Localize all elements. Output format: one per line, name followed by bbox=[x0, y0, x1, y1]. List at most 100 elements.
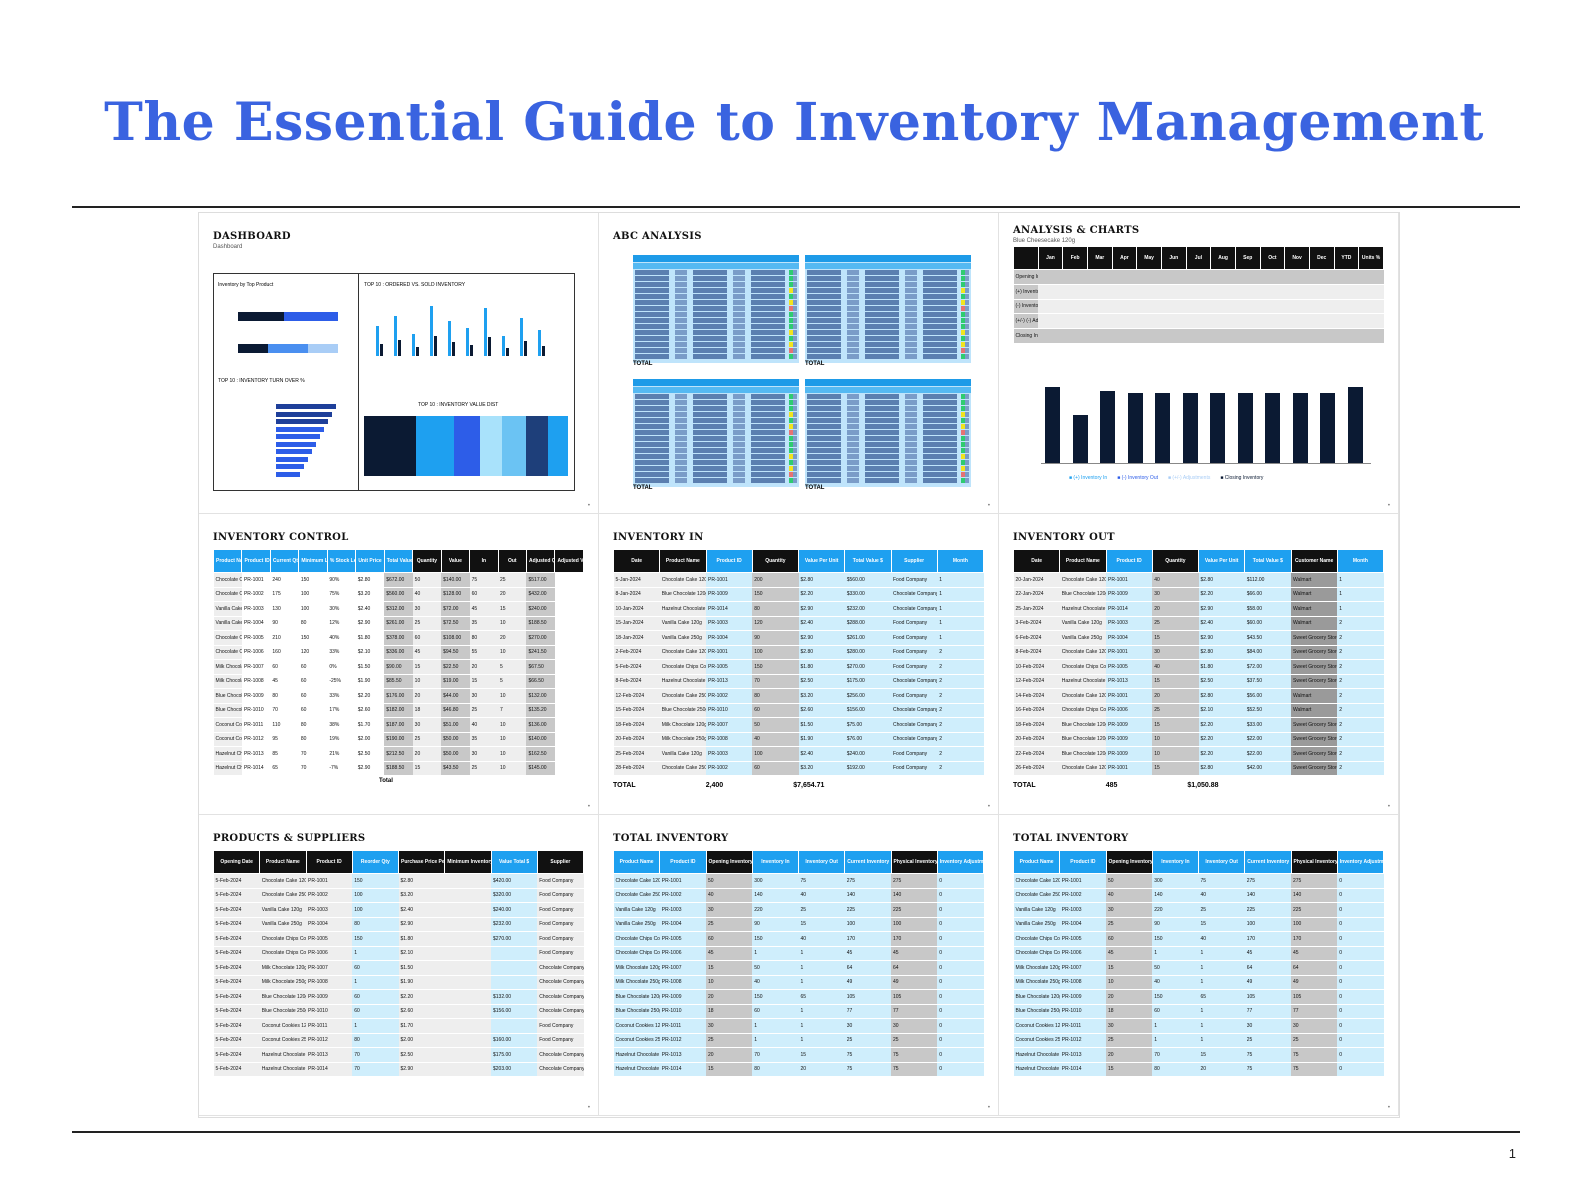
table-cell: 15 bbox=[412, 761, 442, 776]
table-cell: 170 bbox=[1244, 931, 1291, 947]
table-cell bbox=[1358, 328, 1384, 344]
table-cell: PR-1014 bbox=[1059, 1062, 1106, 1077]
panel-title: ANALYSIS & CHARTS bbox=[1013, 225, 1140, 236]
table-cell: Food Company bbox=[891, 630, 938, 646]
column-header: Jul bbox=[1185, 246, 1212, 270]
table-cell bbox=[1062, 328, 1088, 344]
table-cell: $132.00 bbox=[526, 688, 555, 704]
table-cell: $128.00 bbox=[441, 587, 470, 602]
table-cell: PR-1013 bbox=[706, 674, 753, 689]
table-row bbox=[635, 324, 797, 329]
table-cell: 80 bbox=[270, 688, 299, 704]
table-cell: 0 bbox=[937, 931, 984, 947]
table-cell bbox=[491, 960, 538, 976]
table-cell: Sweet Grocery Store bbox=[1291, 717, 1338, 733]
table-cell: $432.00 bbox=[526, 587, 555, 602]
table-row: (-) Inventory Out bbox=[1013, 299, 1384, 314]
table-cell: 10 bbox=[498, 761, 527, 776]
table-row: Vanilla Cake 120g PR-1003 30 220 25 225 225 0 bbox=[613, 902, 984, 918]
table-cell: PR-1007 bbox=[706, 717, 753, 733]
table-cell: 64 bbox=[1291, 960, 1338, 976]
table-row: Chocolate Chips Cookies 120gPR-100560150… bbox=[613, 931, 984, 947]
table-cell: PR-1008 bbox=[706, 732, 753, 747]
table-cell bbox=[1112, 299, 1137, 314]
chart-bar bbox=[448, 321, 451, 356]
table-cell: 210 bbox=[270, 630, 299, 646]
total-inventory-table: Product Name Product ID Opening Inventory I… bbox=[612, 850, 985, 1077]
table-cell: 1 bbox=[752, 1033, 799, 1048]
table-cell: 160 bbox=[270, 645, 299, 660]
table-cell: PR-1011 bbox=[306, 1018, 353, 1034]
abc-table bbox=[805, 379, 971, 487]
table-cell: $43.50 bbox=[1244, 630, 1291, 646]
page-title: The Essential Guide to Inventory Managem… bbox=[104, 92, 1484, 153]
table-cell: Sweet Grocery Store bbox=[1291, 732, 1338, 747]
table-cell: 60 bbox=[352, 1004, 399, 1019]
table-cell bbox=[1358, 269, 1384, 285]
table-row bbox=[807, 442, 969, 447]
table-cell: Chocolate Chips Cookies 120g bbox=[1059, 659, 1106, 675]
monthly-table: Jan Feb Mar Apr May Jun Jul Aug Sep Oct Nov Dec YTD U… bbox=[1013, 246, 1384, 344]
table-cell: 100 bbox=[752, 645, 799, 660]
column-header: Product Name bbox=[612, 850, 661, 874]
table-cell: 1 bbox=[352, 1018, 399, 1034]
table-cell: PR-1011 bbox=[241, 717, 271, 733]
table-cell: $232.00 bbox=[491, 917, 538, 932]
table-cell: 20 bbox=[706, 989, 753, 1005]
table-cell: $56.00 bbox=[1244, 688, 1291, 704]
table-cell: PR-1003 bbox=[306, 902, 353, 918]
table-cell: PR-1010 bbox=[1059, 1004, 1106, 1019]
column-header: Mar bbox=[1086, 246, 1113, 270]
table-cell: $132.00 bbox=[491, 989, 538, 1005]
table-cell: PR-1009 bbox=[1059, 989, 1106, 1005]
table-cell: Chocolate Company bbox=[537, 960, 584, 976]
table-cell: PR-1013 bbox=[306, 1047, 353, 1063]
panel-title: ABC ANALYSIS bbox=[613, 231, 702, 242]
table-cell: Walmart bbox=[1291, 572, 1338, 588]
table-cell: 40 bbox=[1152, 975, 1199, 990]
table-cell: 40 bbox=[798, 888, 845, 903]
table-cell: 60 bbox=[298, 688, 328, 704]
table-cell: Sweet Grocery Store bbox=[1291, 659, 1338, 675]
table-cell: 2 bbox=[937, 688, 984, 704]
table-cell: $2.80 bbox=[1198, 761, 1245, 776]
table-cell: Chocolate Cake 120g bbox=[1059, 688, 1106, 704]
table-cell: Food Company bbox=[891, 572, 938, 588]
panel-subtitle: Dashboard bbox=[213, 244, 243, 250]
table-cell bbox=[1309, 284, 1335, 300]
table-cell: 225 bbox=[1244, 902, 1291, 918]
table-cell bbox=[444, 1018, 491, 1034]
table-cell: 100 bbox=[844, 917, 891, 932]
table-cell: 45 bbox=[1291, 946, 1338, 961]
table-cell: 100 bbox=[298, 601, 328, 617]
table-cell: 19% bbox=[327, 732, 356, 747]
table-cell: Blue Chocolate 250g bbox=[613, 1004, 660, 1019]
table-cell: $50.00 bbox=[441, 746, 470, 762]
table-cell: PR-1009 bbox=[1106, 732, 1153, 747]
template-preview-grid: DASHBOARD Dashboard Inventory by Top Pro… bbox=[198, 212, 1400, 1118]
table-cell: 0 bbox=[937, 989, 984, 1005]
column-header: Adjusted Value bbox=[554, 549, 584, 573]
top-divider bbox=[72, 206, 1520, 208]
column-header: Supplier bbox=[890, 549, 938, 573]
table-cell: 60 bbox=[412, 630, 442, 646]
table-cell: $72.00 bbox=[1244, 659, 1291, 675]
chart-bar bbox=[1210, 392, 1225, 463]
table-cell: $270.00 bbox=[844, 659, 891, 675]
table-cell: Food Company bbox=[891, 688, 938, 704]
table-cell: 35 bbox=[469, 732, 499, 747]
table-cell: $140.00 bbox=[441, 572, 470, 588]
chart-bar bbox=[412, 334, 415, 356]
table-cell: 0 bbox=[937, 917, 984, 932]
table-cell: 275 bbox=[1244, 873, 1291, 889]
treemap-tile bbox=[416, 416, 454, 476]
table-cell: 0 bbox=[937, 1018, 984, 1034]
table-cell: 120 bbox=[298, 645, 328, 660]
table-cell: $192.00 bbox=[844, 761, 891, 776]
table-row: Vanilla Cake 250g PR-1004 25 90 15 100 100 0 bbox=[1013, 917, 1384, 932]
chart-bar bbox=[398, 340, 401, 356]
table-cell: Hazelnut Chocolate 250g bbox=[213, 761, 242, 776]
table-cell bbox=[444, 975, 491, 990]
chart-bar bbox=[308, 344, 338, 353]
